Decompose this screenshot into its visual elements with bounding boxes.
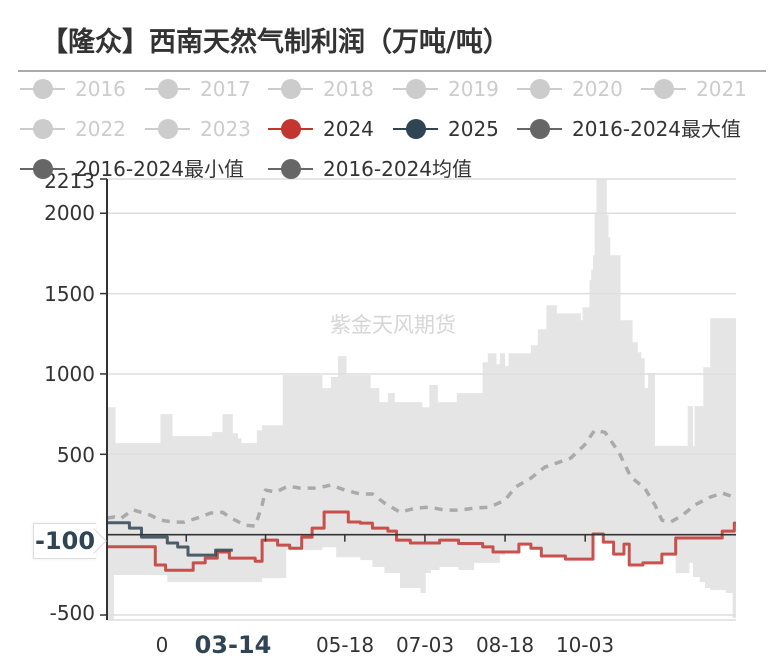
legend-item-2020[interactable]: 2020 [517,77,623,101]
legend-label: 2021 [696,77,747,101]
legend-line-circle-icon [517,118,562,140]
legend-item-min[interactable]: 2016-2024最小值 [20,157,244,181]
y-axis-pointer-label: -100 [33,523,96,559]
legend-line-circle-icon [393,78,438,100]
legend-item-2022[interactable]: 2022 [20,117,126,141]
legend-item-2023[interactable]: 2023 [145,117,251,141]
y-tick-label: 2213 [44,169,95,193]
min-max-band [107,179,736,620]
y-tick-label: 1500 [44,282,95,306]
chart-title: 【隆众】西南天然气制利润（万吨/吨） [41,27,510,58]
watermark: 紫金天风期货 [330,313,456,337]
title-divider [18,70,766,72]
legend-line-circle-icon [517,78,562,100]
x-tick-label: 0 [155,633,169,657]
legend-item-2024[interactable]: 2024 [268,117,374,141]
x-tick-label: 08-18 [475,633,535,657]
y-tick-label: 1000 [44,362,95,386]
legend-label: 2017 [200,77,251,101]
legend-item-2017[interactable]: 2017 [145,77,251,101]
legend-label: 2016-2024最小值 [75,157,245,181]
legend-label: 2025 [448,117,499,141]
min-max-band-area [107,179,736,620]
legend-item-2019[interactable]: 2019 [393,77,499,101]
legend-line-circle-icon [20,158,65,180]
y-tick-label: 500 [56,443,95,467]
legend-label: 2018 [323,77,374,101]
legend-line-circle-icon [20,78,65,100]
legend-label: 2023 [200,117,251,141]
legend: 2016 2017 2018 2019 2020 2021 2022 2023 … [0,0,784,190]
legend-item-mean[interactable]: 2016-2024均值 [268,157,472,181]
legend-label: 2019 [448,77,499,101]
legend-item-max[interactable]: 2016-2024最大值 [517,117,741,141]
series-line-2024[interactable] [107,510,736,572]
legend-line-circle-icon [20,118,65,140]
series-lines [106,428,737,572]
legend-line-circle-icon [268,78,313,100]
x-tick-label: 07-03 [395,633,455,657]
legend-line-circle-icon [268,118,313,140]
x-tick-label: 10-03 [555,633,615,657]
series-line-2025[interactable] [107,521,233,557]
legend-line-circle-icon [393,118,438,140]
legend-line-circle-icon [145,78,190,100]
legend-line-circle-icon [268,158,313,180]
axes [100,178,736,620]
legend-label: 2020 [572,77,623,101]
legend-item-2025[interactable]: 2025 [393,117,499,141]
legend-line-circle-icon [641,78,686,100]
legend-label: 2022 [75,117,126,141]
x-tick-label: 05-18 [315,633,375,657]
y-tick-label: 2000 [44,201,95,225]
x-axis-pointer-label: 03-14 [192,629,274,661]
legend-label: 2016-2024均值 [323,157,473,181]
grid-lines [107,178,736,621]
legend-label: 2024 [323,117,374,141]
legend-line-circle-icon [145,118,190,140]
legend-item-2021[interactable]: 2021 [641,77,747,101]
legend-label: 2016-2024最大值 [572,117,742,141]
legend-label: 2016 [75,77,126,101]
y-tick-label: -500 [49,601,95,625]
legend-item-2018[interactable]: 2018 [268,77,374,101]
legend-item-2016[interactable]: 2016 [20,77,126,101]
